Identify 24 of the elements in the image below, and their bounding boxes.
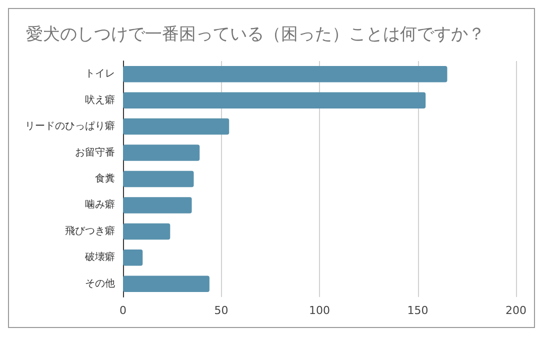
bar: [123, 170, 194, 188]
x-tick-label: 150: [407, 304, 428, 317]
y-tick-label: リードのひっぱり癖: [25, 120, 115, 132]
bar: [123, 66, 448, 82]
y-tick-label: その他: [85, 277, 115, 290]
bar: [123, 250, 143, 266]
y-tick-label: 飛びつき癖: [65, 224, 115, 237]
bar: [123, 144, 200, 161]
bar: [123, 118, 230, 135]
x-tick-label: 200: [506, 304, 526, 317]
y-tick-label: 噛み癖: [85, 198, 115, 211]
x-tick-label: 0: [120, 304, 126, 317]
x-tick-label: 100: [309, 304, 330, 317]
bar: [123, 276, 210, 292]
y-tick-label: 食糞: [95, 172, 115, 184]
y-tick-label: トイレ: [85, 68, 115, 80]
chart-title: 愛犬のしつけで一番困っている（困った）ことは何ですか？: [26, 24, 485, 44]
y-tick-label: 吠え癖: [85, 94, 115, 106]
x-tick-label: 50: [214, 304, 228, 317]
y-tick-label: 破壊癖: [84, 251, 115, 264]
y-tick-label: お留守番: [75, 146, 115, 158]
bar: [123, 223, 170, 240]
bar: [123, 92, 426, 108]
bar: [123, 197, 192, 214]
